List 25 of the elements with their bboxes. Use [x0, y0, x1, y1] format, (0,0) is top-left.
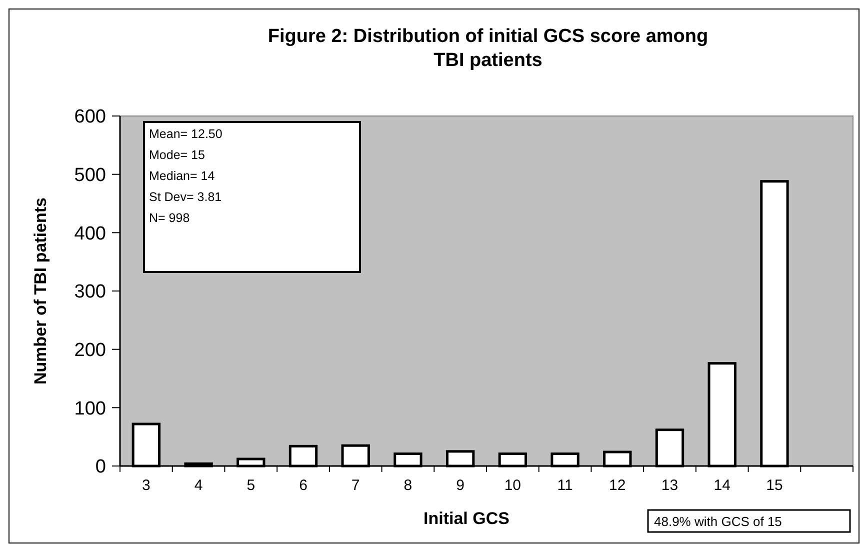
- y-tick-label: 600: [74, 106, 106, 128]
- y-tick-label: 500: [74, 164, 106, 186]
- x-tick-label: 10: [504, 477, 522, 494]
- x-tick-label: 14: [714, 477, 730, 494]
- x-tick-label: 4: [194, 477, 203, 494]
- y-tick-label: 0: [95, 456, 106, 478]
- x-tick-label: 15: [766, 477, 783, 494]
- y-tick-label: 100: [74, 398, 106, 420]
- x-tick-label: 7: [351, 477, 360, 494]
- x-tick-label: 12: [609, 477, 626, 494]
- x-axis-title: Initial GCS: [424, 509, 510, 528]
- text: 48.9% with GCS of 15: [654, 514, 782, 529]
- x-tick-label: 8: [404, 477, 412, 494]
- x-tick-label: 13: [661, 477, 678, 494]
- y-axis-title: Number of TBI patients: [31, 197, 50, 385]
- x-tick-label: 5: [246, 477, 256, 494]
- y-tick-label: 300: [74, 282, 106, 303]
- y-tick-label: 400: [74, 223, 106, 244]
- annotation: Mean= 12.50 Mode= 15 Median= 14 St Dev= 3.81 N= 998: [149, 127, 222, 225]
- y-tick-label: 200: [74, 340, 106, 361]
- x-tick-label: 3: [142, 477, 150, 494]
- x-tick-label: 11: [557, 477, 573, 494]
- x-tick-label: 6: [299, 477, 308, 494]
- x-tick-label: 9: [456, 477, 464, 494]
- chart-title: Figure 2: Distribution of initial GCS score among TBI patients: [268, 26, 708, 71]
